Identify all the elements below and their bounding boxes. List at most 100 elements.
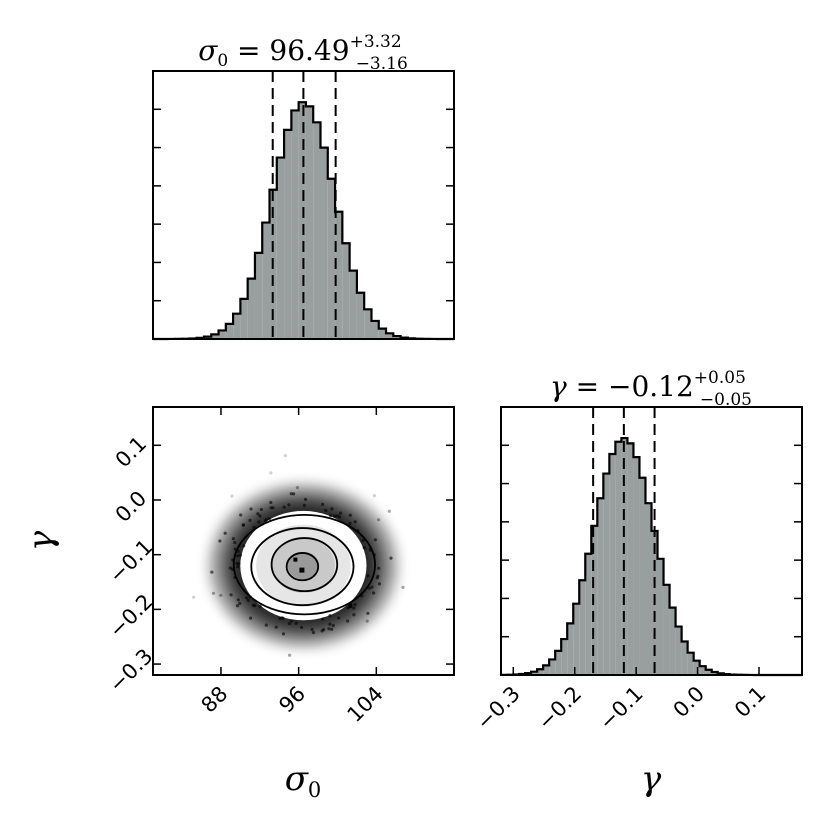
scatter-point [238,553,242,557]
scatter-point [258,514,262,518]
scatter-point [387,509,391,513]
scatter-point [288,653,292,657]
scatter-point [330,627,334,631]
scatter-point [389,556,393,560]
gamma-bar [603,473,610,675]
scatter-point [327,627,331,631]
scatter-point [245,596,249,600]
joint-xtick-label: 88 [197,682,233,718]
scatter-point [283,454,287,458]
sigma0-bar [305,106,314,339]
sigma0-bar [356,292,365,339]
gamma-bar [687,652,694,675]
scatter-point [238,601,242,606]
scatter-point [353,603,357,607]
gamma-bar [657,558,664,675]
scatter-point [223,531,227,535]
sigma0-bar [335,211,343,339]
scatter-point [370,585,374,589]
scatter-point [361,538,365,543]
gamma-xtick-label: −0.3 [472,682,525,735]
scatter-point [294,621,298,625]
scatter-point [333,514,337,518]
scatter-point [366,574,370,578]
scatter-point [209,570,214,574]
scatter-point [321,617,325,621]
scatter-point [295,486,299,490]
scatter-point [231,537,235,541]
scatter-point [236,598,240,602]
scatter-point [337,616,341,620]
scatter-point [302,503,306,507]
gamma-bar [573,603,580,675]
gamma-bar [699,666,706,675]
joint-scatter-panel: 88 96 104 0.1 0.0 −0.1−0.2−0.3 σ0 γ [21,406,455,802]
gamma-quantile-lines [592,407,656,675]
density-contour [285,552,320,582]
scatter-point [281,632,286,636]
scatter-point [292,492,296,496]
gamma-bar [615,441,622,675]
joint-ytick-label: −0.3 [104,644,157,697]
gamma-bar [663,584,670,675]
scatter-point [303,497,308,501]
sigma0-bar [371,320,379,339]
scatter-point [365,619,369,623]
density-contour [232,513,376,616]
gamma-histogram-bars [499,436,802,677]
density-contour [250,527,355,607]
scatter-point [264,623,268,627]
scatter-point [249,616,253,620]
sigma0-bar [327,178,336,339]
gamma-histogram-frame [500,406,803,676]
sigma0-quantile-lines [271,71,337,339]
gamma-bar [633,457,640,675]
gamma-xtick-label: 0.0 [669,682,710,723]
scatter-point [210,570,214,574]
scatter-point [352,613,356,617]
sigma0-histogram-yticks [153,108,454,302]
gamma-bar [681,641,688,675]
sigma0-bar [386,333,394,339]
scatter-point [269,500,273,505]
sigma0-title: σ0 = 96.49+3.32 −3.16 [198,32,408,74]
sigma0-bar [247,278,255,339]
gamma-bar [591,525,598,675]
scatter-point [251,603,255,607]
scatter-point [328,614,332,618]
gamma-bar [621,438,628,675]
gamma-xtick-label: −0.2 [533,682,586,735]
gamma-bar [675,626,682,675]
sigma0-bar [349,270,357,339]
scatter-point [218,539,222,543]
sigma0-bar [342,243,350,339]
gamma-bar [531,671,538,675]
scatter-point [282,505,286,509]
scatter-point [290,619,294,623]
scatter-point [236,549,240,553]
gamma-bar [537,669,544,675]
mode-marker [293,557,298,562]
scatter-point [352,606,356,610]
scatter-point [310,627,314,632]
scatter-point [256,512,260,516]
sigma0-histogram-panel: σ0 = 96.49+3.32 −3.16 [152,32,455,341]
scatter-point [192,595,196,599]
gamma-bar [609,454,616,675]
sigma0-bar [313,122,321,339]
sigma0-bar [378,328,387,339]
density-contours [232,513,376,616]
scatter-point [211,591,216,595]
sigma0-bar [254,252,263,339]
gamma-xtick-label: −0.1 [595,682,648,735]
sigma0-bar [284,129,292,339]
sigma0-bar [364,309,372,339]
mode-marker [299,567,305,573]
joint-ytick-label: 0.0 [111,486,152,527]
joint-ytick-label: 0.1 [111,432,152,473]
scatter-point [258,604,262,608]
gamma-bar [669,607,676,675]
scatter-point [346,619,350,623]
sigma0-bar [393,336,401,339]
scatter-point [280,616,284,620]
